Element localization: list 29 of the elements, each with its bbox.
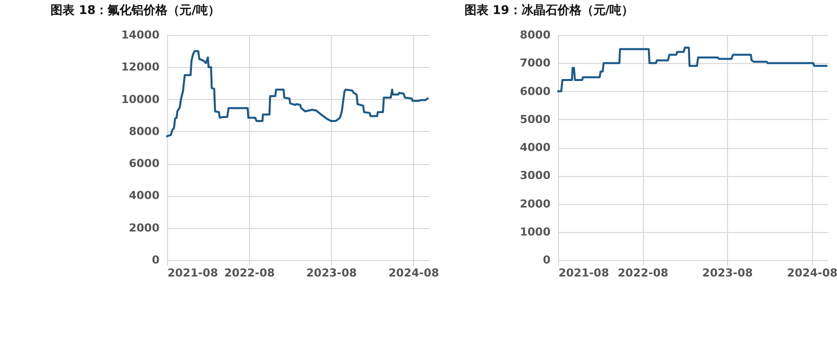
y-tick-label: 14000 (121, 28, 160, 42)
line-series (166, 50, 429, 138)
y-tick-label: 8000 (520, 28, 551, 42)
y-tick-label: 6000 (128, 157, 160, 170)
x-tick-label: 2024-08 (388, 266, 440, 280)
line-series (557, 46, 828, 92)
y-tick-label: 0 (542, 254, 551, 266)
y-tick-label: 6000 (520, 84, 551, 98)
y-tick-label: 7000 (520, 56, 551, 70)
x-tick-label: 2023-08 (702, 266, 753, 280)
y-tick-label: 8000 (128, 124, 160, 138)
x-tick-label: 2022-08 (618, 266, 668, 280)
x-tick-label: 2021-08 (168, 266, 218, 280)
y-tick-label: 3000 (520, 169, 551, 182)
y-tick-label: 4000 (520, 141, 551, 154)
x-tick-label: 2023-08 (306, 266, 357, 280)
y-tick-label: 10000 (121, 92, 160, 106)
chart-title: 图表 18：氟化铝价格（元/吨） (50, 3, 220, 17)
chart-title: 图表 19：冰晶石价格（元/吨） (464, 3, 634, 17)
y-tick-label: 4000 (128, 189, 160, 202)
y-tick-label: 5000 (520, 112, 551, 126)
x-tick-label: 2021-08 (558, 266, 609, 280)
y-tick-label: 0 (152, 254, 160, 266)
y-tick-label: 2000 (520, 197, 551, 210)
x-tick-label: 2024-08 (787, 266, 837, 280)
y-tick-label: 12000 (121, 60, 160, 74)
y-tick-label: 1000 (520, 225, 551, 238)
y-tick-label: 2000 (128, 221, 160, 234)
x-tick-label: 2022-08 (224, 266, 275, 280)
